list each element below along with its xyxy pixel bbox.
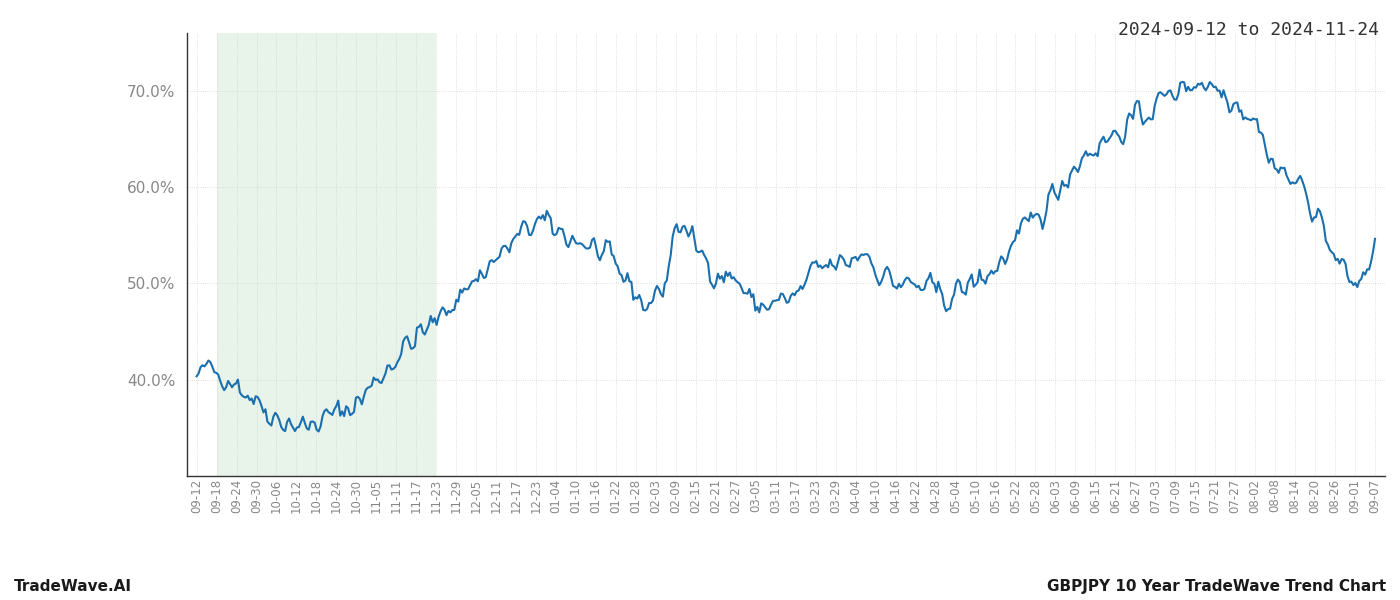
- Bar: [217, 33, 437, 476]
- Text: TradeWave.AI: TradeWave.AI: [14, 579, 132, 594]
- Text: GBPJPY 10 Year TradeWave Trend Chart: GBPJPY 10 Year TradeWave Trend Chart: [1047, 579, 1386, 594]
- Text: 2024-09-12 to 2024-11-24: 2024-09-12 to 2024-11-24: [1119, 21, 1379, 39]
